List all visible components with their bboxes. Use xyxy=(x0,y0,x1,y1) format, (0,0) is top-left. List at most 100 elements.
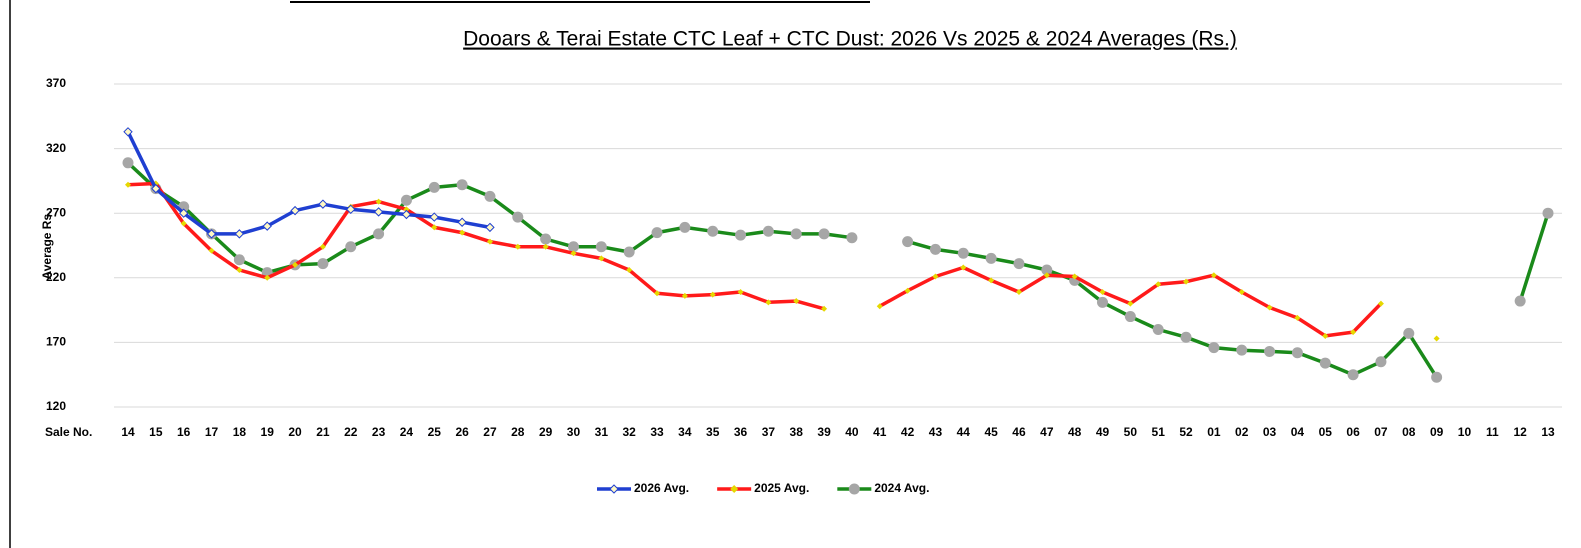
y-tick-label: 220 xyxy=(46,270,66,284)
marker xyxy=(1542,207,1554,219)
x-tick-label: 09 xyxy=(1430,425,1444,439)
x-tick-label: 07 xyxy=(1374,425,1388,439)
marker xyxy=(902,236,914,248)
x-tick-label: 34 xyxy=(678,425,692,439)
x-tick-label: 35 xyxy=(706,425,720,439)
x-tick-label: 22 xyxy=(344,425,358,439)
marker xyxy=(373,228,385,240)
x-tick-label: 50 xyxy=(1124,425,1138,439)
marker xyxy=(1238,289,1245,296)
marker xyxy=(292,261,299,268)
marker xyxy=(985,252,997,264)
marker xyxy=(1155,281,1162,288)
x-tick-label: 20 xyxy=(288,425,302,439)
x-tick-label: 29 xyxy=(539,425,553,439)
chart-title: Dooars & Terai Estate CTC Leaf + CTC Dus… xyxy=(463,28,1237,51)
marker xyxy=(932,273,939,280)
marker xyxy=(125,181,131,188)
marker xyxy=(542,243,549,250)
x-tick-label: 43 xyxy=(929,425,943,439)
marker xyxy=(401,209,412,220)
marker xyxy=(1015,289,1022,296)
marker xyxy=(1264,345,1276,357)
marker xyxy=(821,305,828,312)
marker xyxy=(765,299,772,306)
marker xyxy=(929,243,941,255)
x-tick-label: 52 xyxy=(1179,425,1193,439)
marker xyxy=(236,267,243,274)
marker xyxy=(567,241,579,253)
marker xyxy=(459,229,466,236)
x-tick-label: 46 xyxy=(1012,425,1026,439)
marker xyxy=(818,228,830,240)
marker xyxy=(180,220,187,227)
marker xyxy=(457,217,467,227)
marker xyxy=(123,127,133,137)
marker xyxy=(1236,344,1248,356)
marker xyxy=(234,229,245,239)
marker xyxy=(431,224,438,231)
marker xyxy=(651,227,663,239)
marker xyxy=(570,250,577,257)
y-tick-label: 370 xyxy=(46,76,66,90)
legend-marker xyxy=(609,484,619,494)
marker xyxy=(626,267,633,274)
marker xyxy=(429,212,439,222)
x-tick-label: 26 xyxy=(455,425,469,439)
marker xyxy=(623,246,635,258)
marker xyxy=(707,225,719,237)
x-tick-label: 18 xyxy=(233,425,247,439)
x-tick-label: 40 xyxy=(845,425,859,439)
marker xyxy=(485,222,495,233)
marker xyxy=(264,274,271,281)
x-tick-label: 45 xyxy=(984,425,998,439)
marker xyxy=(1291,347,1303,359)
marker xyxy=(345,241,357,253)
marker xyxy=(846,232,858,244)
x-tick-label: 15 xyxy=(149,425,163,439)
marker xyxy=(1294,314,1301,321)
marker xyxy=(1514,295,1526,307)
y-tick-label: 270 xyxy=(46,205,66,219)
x-tick-label: 27 xyxy=(483,425,497,439)
marker xyxy=(1152,323,1164,335)
x-tick-label: 05 xyxy=(1319,425,1333,439)
y-axis-title: Average Rs. xyxy=(40,211,54,280)
marker xyxy=(1043,272,1050,279)
marker xyxy=(375,198,382,205)
marker xyxy=(514,243,521,250)
marker xyxy=(319,243,326,250)
x-tick-label: 16 xyxy=(177,425,191,439)
x-tick-label: 36 xyxy=(734,425,748,439)
x-tick-label: 04 xyxy=(1291,425,1305,439)
x-tick-label: 30 xyxy=(567,425,581,439)
marker xyxy=(957,247,969,259)
marker xyxy=(151,183,161,194)
marker xyxy=(1097,296,1109,308)
marker xyxy=(709,291,716,298)
legend-label: 2025 Avg. xyxy=(754,481,809,495)
marker xyxy=(373,207,384,217)
marker xyxy=(1319,357,1331,369)
legend-label: 2024 Avg. xyxy=(874,481,929,495)
x-tick-label: 24 xyxy=(400,425,414,439)
marker xyxy=(1210,272,1217,279)
marker xyxy=(1208,342,1220,354)
marker xyxy=(400,194,412,206)
marker xyxy=(1350,329,1357,336)
x-tick-label: 48 xyxy=(1068,425,1082,439)
x-tick-label: 01 xyxy=(1207,425,1221,439)
marker xyxy=(318,199,328,209)
marker xyxy=(1041,264,1053,276)
marker xyxy=(598,255,605,262)
marker xyxy=(346,204,356,215)
x-tick-label: 28 xyxy=(511,425,525,439)
marker xyxy=(1127,300,1134,307)
x-tick-label: 17 xyxy=(205,425,219,439)
x-tick-label: 32 xyxy=(622,425,636,439)
marker xyxy=(456,179,468,191)
x-tick-label: 13 xyxy=(1541,425,1555,439)
x-tick-label: 39 xyxy=(817,425,831,439)
marker xyxy=(290,205,300,216)
marker xyxy=(762,225,774,237)
